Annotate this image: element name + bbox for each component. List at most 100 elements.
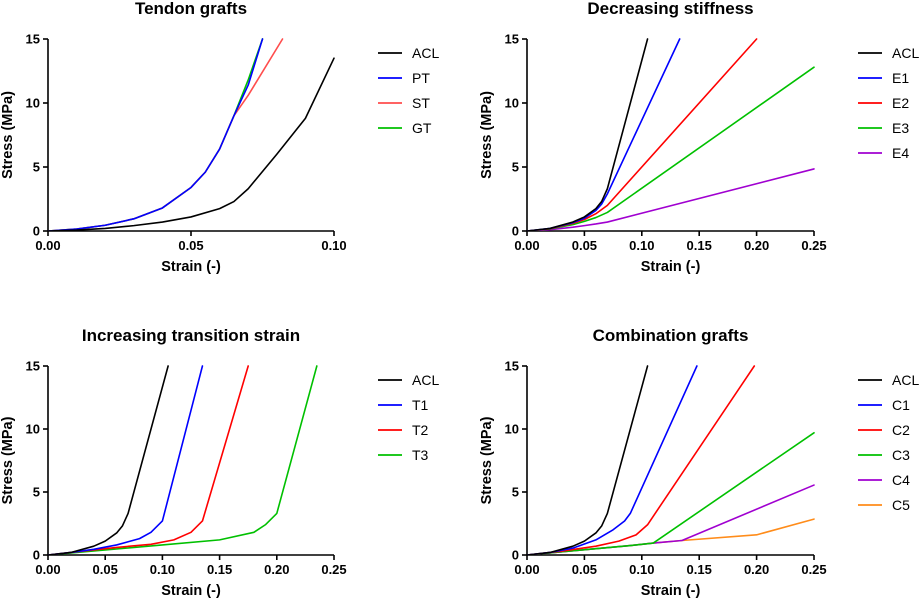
y-tick-label: 10 [505,422,519,437]
legend-label: ST [412,95,430,111]
series-group [48,38,335,231]
legend-label: C1 [892,397,910,413]
legend-label: E3 [892,120,909,136]
y-tick-label: 0 [512,548,519,563]
series-line-t2 [48,365,249,555]
x-tick-label: 0.25 [321,562,346,577]
legend-item: E4 [858,145,909,161]
legend-label: C5 [892,497,910,513]
series-line-e4 [527,168,815,231]
y-tick-label: 10 [505,96,519,111]
legend-item: GT [378,120,432,136]
x-tick-label: 0.15 [687,562,712,577]
series-line-c4 [527,484,815,555]
series-line-acl [527,365,649,555]
legend-item: E1 [858,70,909,86]
series-line-c3 [527,431,815,555]
legend-label: C3 [892,447,910,463]
chart-panel-2: Decreasing stiffness 0 5 10 15 0.00 0.05 0.10 0.… [479,0,919,275]
y-axis-label: Stress (MPa) [0,91,16,179]
legend-item: E2 [858,95,909,111]
chart-panel-3: Increasing transition strain 0 5 10 15 0.00 0.… [0,326,439,599]
legend-label: ACL [892,45,919,61]
x-tick-label: 0.00 [514,562,539,577]
x-tick-label: 0.15 [687,238,712,253]
y-axis-label: Stress (MPa) [0,416,16,504]
series-line-acl [527,38,649,231]
legend-item: ACL [858,45,919,61]
series-line-gt [48,38,264,231]
legend-item: C2 [858,422,910,438]
y-tick-label: 15 [26,32,40,47]
x-tick-label: 0.20 [744,562,769,577]
x-tick-label: 0.00 [514,238,539,253]
x-tick-label: 0.10 [629,238,654,253]
y-tick-label: 5 [33,160,40,175]
y-tick-label: 0 [33,224,40,239]
legend-label: GT [412,120,432,136]
y-tick-label: 5 [512,485,519,500]
chart-title: Combination grafts [593,326,749,345]
legend-label: PT [412,70,430,86]
y-axis-label: Stress (MPa) [479,416,495,504]
legend-item: ST [378,95,430,111]
legend-label: E2 [892,95,909,111]
series-line-st [48,38,284,231]
legend-item: C1 [858,397,910,413]
chart-panel-1: Tendon grafts 0 5 10 15 0.00 0.05 0.10 Strain (-… [0,0,439,275]
y-tick-label: 5 [33,485,40,500]
legend-item: E3 [858,120,909,136]
series-group [527,38,815,231]
x-tick-label: 0.15 [207,562,232,577]
legend-label: C2 [892,422,910,438]
legend-label: E4 [892,145,909,161]
legend-item: ACL [378,45,439,61]
y-tick-label: 15 [505,359,519,374]
series-line-e2 [527,38,758,231]
series-line-c1 [527,365,698,555]
legend-label: C4 [892,472,910,488]
series-line-c2 [527,365,756,555]
x-tick-label: 0.25 [801,562,826,577]
y-tick-label: 0 [33,548,40,563]
legend-item: C3 [858,447,910,463]
legend-item: T2 [378,422,429,438]
y-tick-label: 15 [26,359,40,374]
series-line-e1 [527,38,681,231]
series-line-acl [48,365,169,555]
x-axis-label: Strain (-) [641,583,701,599]
x-tick-label: 0.10 [629,562,654,577]
legend-item: T1 [378,397,429,413]
legend-item: PT [378,70,430,86]
y-tick-label: 10 [26,422,40,437]
y-tick-label: 0 [512,224,519,239]
legend-item: T3 [378,447,429,463]
series-group [48,365,318,555]
y-tick-label: 15 [505,32,519,47]
y-tick-label: 5 [512,160,519,175]
legend-label: T2 [412,422,429,438]
legend-item: C5 [858,497,910,513]
legend-label: T3 [412,447,429,463]
x-tick-label: 0.05 [93,562,118,577]
x-tick-label: 0.00 [35,238,60,253]
x-tick-label: 0.10 [150,562,175,577]
series-line-acl [48,57,335,231]
series-line-t3 [48,365,318,555]
series-line-pt [48,38,264,231]
legend-label: ACL [412,372,439,388]
chart-title: Tendon grafts [135,0,247,18]
legend-item: ACL [378,372,439,388]
legend-label: ACL [892,372,919,388]
x-tick-label: 0.05 [572,238,597,253]
chart-panel-4: Combination grafts 0 5 10 15 0.00 0.05 0.10 0.15… [479,326,919,599]
legend-label: E1 [892,70,909,86]
chart-title: Increasing transition strain [82,326,300,345]
x-tick-label: 0.10 [321,238,346,253]
x-tick-label: 0.05 [572,562,597,577]
y-tick-label: 10 [26,96,40,111]
x-tick-label: 0.20 [264,562,289,577]
series-line-t1 [48,365,204,555]
x-tick-label: 0.05 [178,238,203,253]
